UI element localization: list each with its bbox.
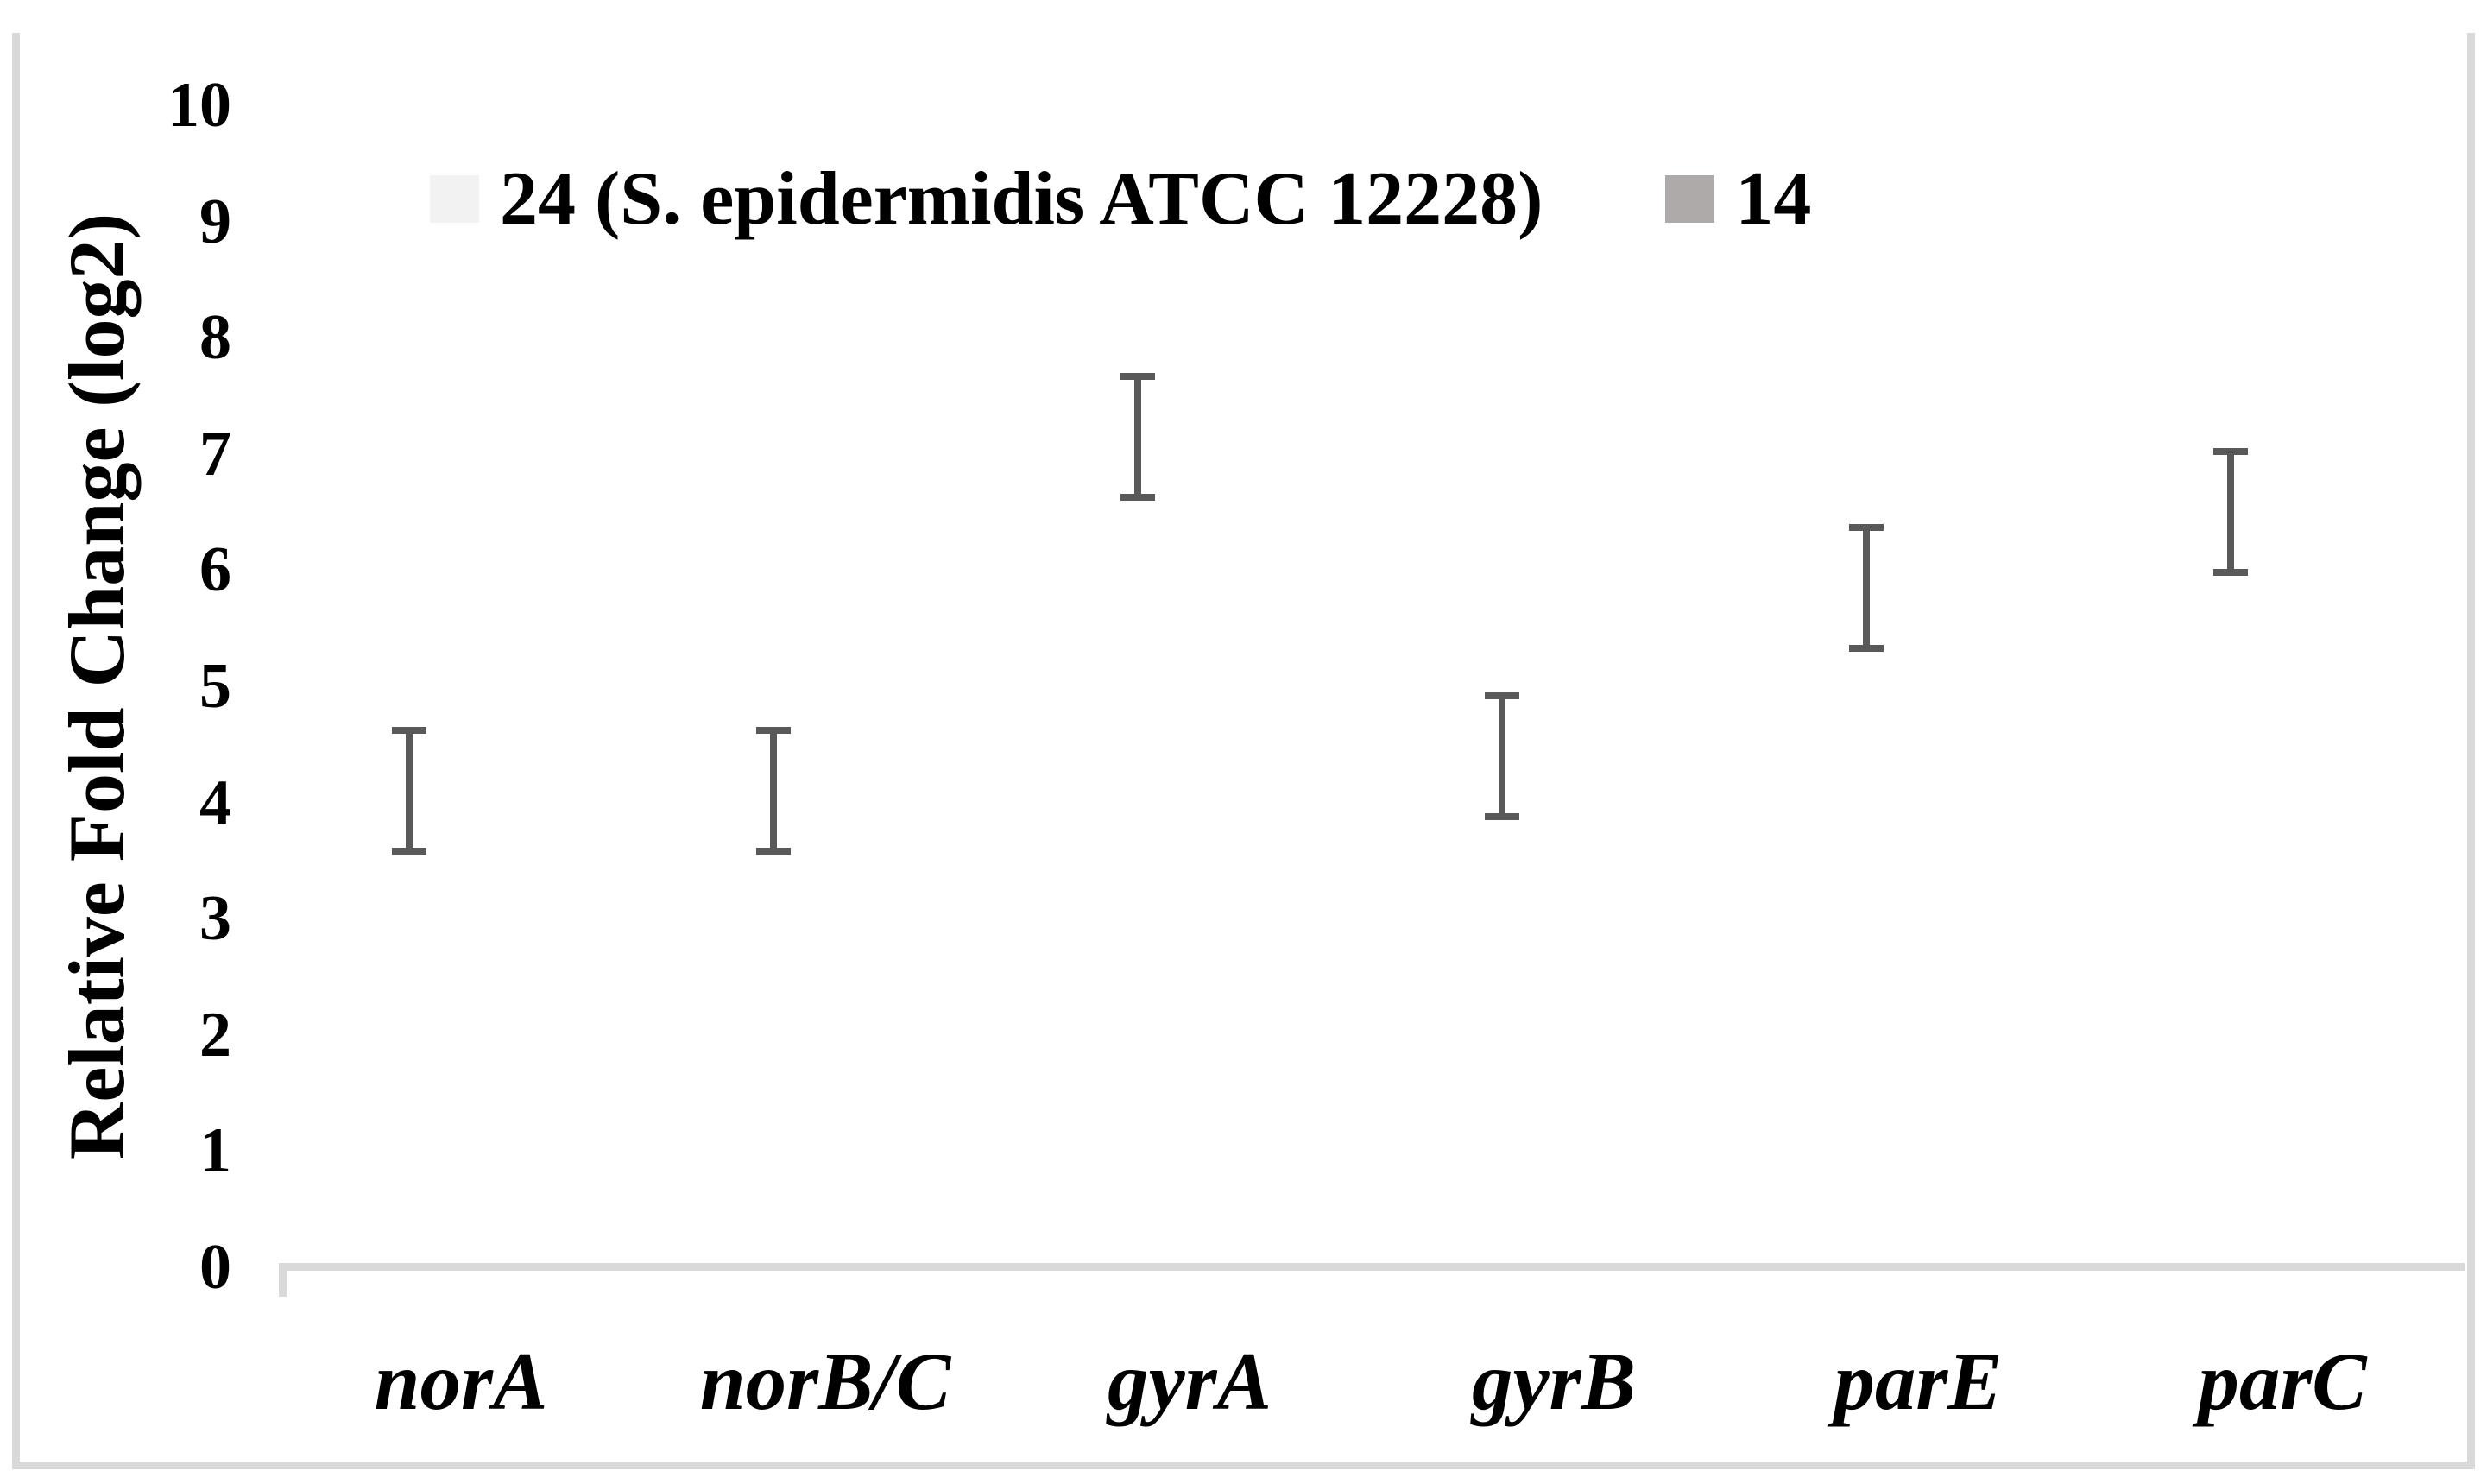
y-tick-label: 3 — [199, 883, 231, 955]
bar-group — [643, 105, 1007, 1267]
bar-group — [1007, 105, 1372, 1267]
bar-group — [1736, 105, 2100, 1267]
plot-area — [279, 105, 2465, 1297]
y-tick-label: 9 — [199, 186, 231, 257]
bar-groups — [279, 105, 2465, 1267]
y-tick-label: 6 — [199, 534, 231, 606]
legend-swatch-24 — [430, 175, 479, 223]
error-bar — [1862, 523, 1870, 652]
legend-label-24: 24 (S. epidermidis ATCC 12228) — [500, 157, 1543, 241]
x-axis-origin-tick — [279, 1267, 287, 1297]
x-axis-line — [279, 1263, 2465, 1271]
error-bar — [769, 727, 777, 856]
x-category-label: gyrB — [1472, 1336, 1636, 1427]
y-tick-label: 0 — [199, 1232, 231, 1303]
legend-item-24: 24 (S. epidermidis ATCC 12228) — [430, 155, 1543, 243]
bar-group — [279, 105, 643, 1267]
figure-border — [12, 33, 2475, 1469]
legend-item-14: 14 — [1665, 155, 1811, 243]
bar-group — [2100, 105, 2465, 1267]
x-category-label: parC — [2198, 1336, 2367, 1427]
y-tick-label: 2 — [199, 999, 231, 1070]
x-category-label: parE — [1834, 1336, 2003, 1427]
error-bar — [2226, 448, 2234, 577]
error-bar — [405, 727, 413, 856]
error-bar — [1498, 691, 1505, 820]
x-category-label: norA — [374, 1336, 548, 1427]
y-tick-label: 1 — [199, 1115, 231, 1187]
y-tick-label: 7 — [199, 418, 231, 489]
y-tick-label: 4 — [199, 767, 231, 838]
x-category-label: norB/C — [699, 1336, 951, 1427]
y-tick-label: 8 — [199, 302, 231, 374]
legend: 24 (S. epidermidis ATCC 12228) 14 — [430, 155, 1811, 243]
y-tick-label: 5 — [199, 651, 231, 722]
x-category-label: gyrA — [1108, 1336, 1272, 1427]
error-bar — [1133, 372, 1141, 501]
legend-label-14: 14 — [1735, 157, 1812, 241]
y-tick-label: 10 — [167, 70, 231, 141]
legend-swatch-14 — [1665, 175, 1715, 223]
bar-group — [1372, 105, 1736, 1267]
